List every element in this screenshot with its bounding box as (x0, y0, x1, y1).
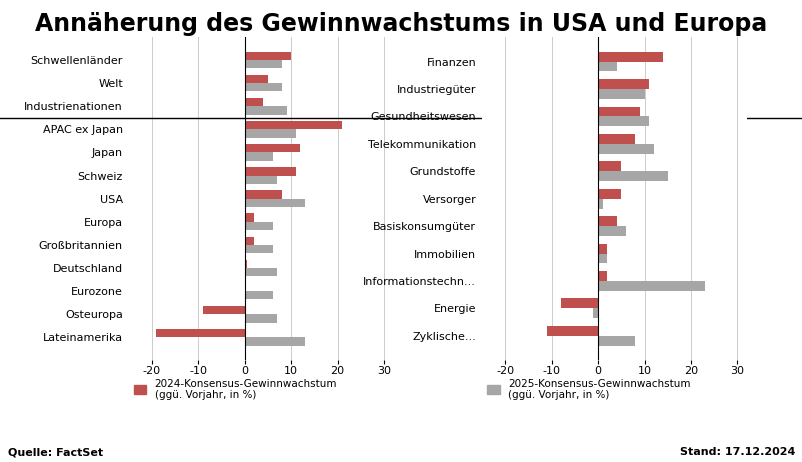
Bar (245, 245, 272, 253)
Bar (560, 298, 597, 308)
Bar (597, 61, 616, 72)
Bar (245, 213, 253, 222)
Bar (245, 98, 263, 106)
Bar (245, 260, 247, 268)
Bar (245, 121, 342, 129)
Bar (597, 216, 616, 226)
Bar (245, 167, 295, 176)
Bar (597, 199, 602, 208)
Legend: 2025-Konsensus-Gewinnwachstum
(ggü. Vorjahr, in %): 2025-Konsensus-Gewinnwachstum (ggü. Vorj… (486, 378, 690, 400)
Bar (245, 75, 268, 83)
Bar (245, 176, 277, 184)
Bar (597, 189, 621, 199)
Bar (597, 271, 606, 281)
Bar (245, 83, 282, 91)
Bar (245, 60, 282, 68)
Bar (597, 107, 639, 116)
Bar (245, 152, 272, 161)
Bar (245, 237, 253, 245)
Bar (245, 222, 272, 230)
Bar (245, 106, 286, 115)
Bar (593, 308, 597, 318)
Bar (597, 144, 653, 154)
Bar (245, 337, 305, 346)
Bar (245, 291, 272, 299)
Bar (597, 171, 667, 181)
Legend: 2024-Konsensus-Gewinnwachstum
(ggü. Vorjahr, in %): 2024-Konsensus-Gewinnwachstum (ggü. Vorj… (133, 378, 337, 400)
Bar (156, 329, 245, 337)
Bar (546, 326, 597, 336)
Bar (245, 199, 305, 207)
Bar (597, 243, 606, 254)
Bar (245, 190, 282, 199)
Bar (203, 306, 245, 314)
Bar (245, 144, 300, 152)
Text: Quelle: FactSet: Quelle: FactSet (8, 447, 103, 457)
Bar (245, 52, 291, 60)
Text: Stand: 17.12.2024: Stand: 17.12.2024 (678, 447, 794, 457)
Bar (245, 129, 295, 138)
Text: Annäherung des Gewinnwachstums in USA und Europa: Annäherung des Gewinnwachstums in USA un… (35, 12, 767, 36)
Bar (597, 336, 634, 346)
Bar (597, 116, 648, 126)
Bar (597, 226, 625, 236)
Bar (245, 268, 277, 276)
Bar (597, 134, 634, 144)
Bar (597, 281, 704, 291)
Bar (597, 79, 648, 89)
Bar (597, 161, 621, 171)
Bar (597, 254, 606, 263)
Bar (597, 89, 644, 99)
Bar (245, 314, 277, 322)
Bar (597, 52, 662, 61)
